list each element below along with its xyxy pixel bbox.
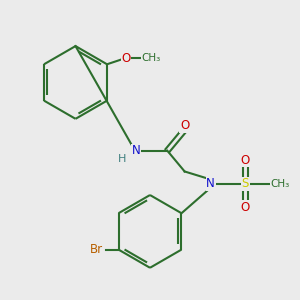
Text: N: N xyxy=(132,144,140,157)
Text: O: O xyxy=(180,119,189,132)
Text: O: O xyxy=(122,52,131,64)
Text: S: S xyxy=(242,177,249,190)
Text: Br: Br xyxy=(90,243,103,256)
Text: O: O xyxy=(241,154,250,166)
Text: CH₃: CH₃ xyxy=(270,178,290,189)
Text: H: H xyxy=(117,154,126,164)
Text: CH₃: CH₃ xyxy=(141,53,160,63)
Text: O: O xyxy=(241,201,250,214)
Text: N: N xyxy=(206,177,215,190)
